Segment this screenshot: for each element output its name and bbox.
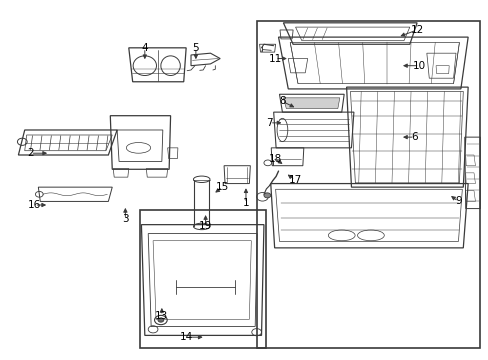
Text: 11: 11 [268,54,281,64]
Text: 5: 5 [192,43,199,53]
Text: 3: 3 [122,214,128,224]
Text: 15: 15 [216,182,229,192]
Circle shape [264,193,270,198]
Circle shape [158,318,163,322]
Text: 2: 2 [27,148,34,158]
Polygon shape [283,98,339,109]
Text: 8: 8 [279,96,285,107]
Text: 19: 19 [199,221,212,231]
Text: 9: 9 [454,197,461,206]
Text: 14: 14 [179,332,192,342]
Bar [256,21,479,348]
Text: 17: 17 [288,175,301,185]
Text: 18: 18 [268,154,281,163]
Text: 6: 6 [410,132,417,142]
Bar [140,210,266,348]
Text: 10: 10 [412,61,425,71]
Text: 13: 13 [155,311,168,321]
Text: 16: 16 [28,200,41,210]
Text: 7: 7 [266,118,272,128]
Text: 12: 12 [409,25,423,35]
Text: 4: 4 [141,43,148,53]
Text: 1: 1 [242,198,249,208]
